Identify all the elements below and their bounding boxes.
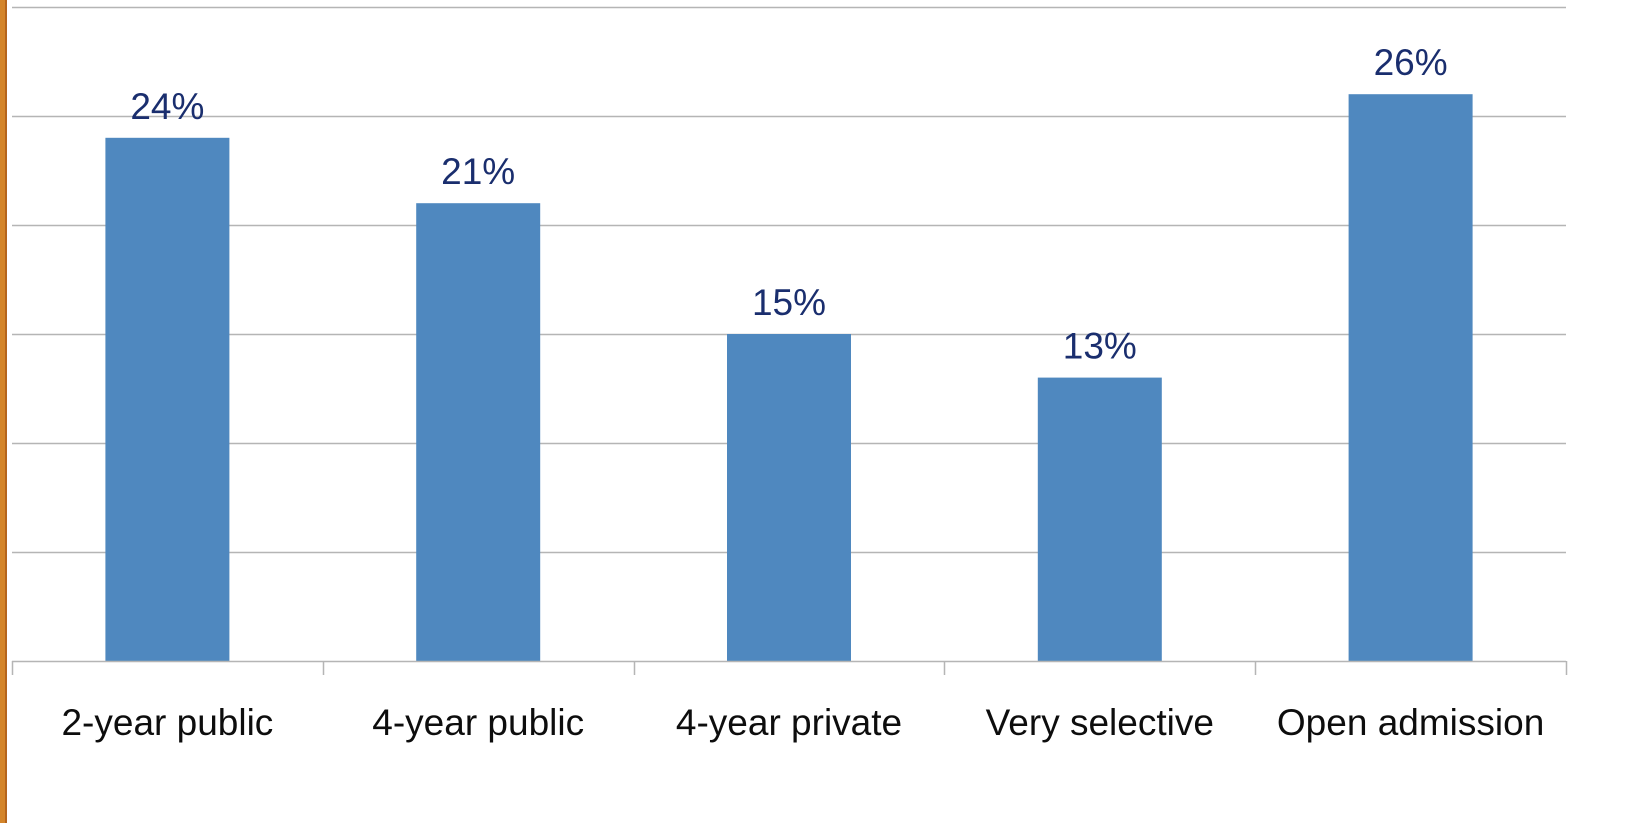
data-label: 24%	[130, 86, 204, 127]
x-tick-label: Very selective	[986, 702, 1214, 743]
x-axis	[11, 660, 1568, 675]
data-label: 26%	[1374, 42, 1448, 83]
x-tick-label: 4-year private	[676, 702, 902, 743]
bar-very-selective	[1037, 377, 1162, 661]
x-tick-label: Open admission	[1277, 702, 1544, 743]
bars	[105, 94, 1473, 662]
x-tick-label: 4-year public	[372, 702, 584, 743]
accent-stripe	[0, 0, 7, 823]
x-tick-labels: 2-year public 4-year public 4-year private…	[61, 702, 1544, 743]
data-label: 13%	[1063, 326, 1137, 367]
bar-4-year-public	[416, 203, 541, 661]
bar-open-admission	[1348, 94, 1473, 661]
data-labels: 24% 21% 15% 13% 26%	[130, 42, 1447, 366]
x-tick-label: 2-year public	[61, 702, 273, 743]
bar-4-year-private	[727, 334, 851, 661]
bar-2-year-public	[105, 137, 230, 662]
data-label: 15%	[752, 282, 826, 323]
data-label: 21%	[441, 151, 515, 192]
